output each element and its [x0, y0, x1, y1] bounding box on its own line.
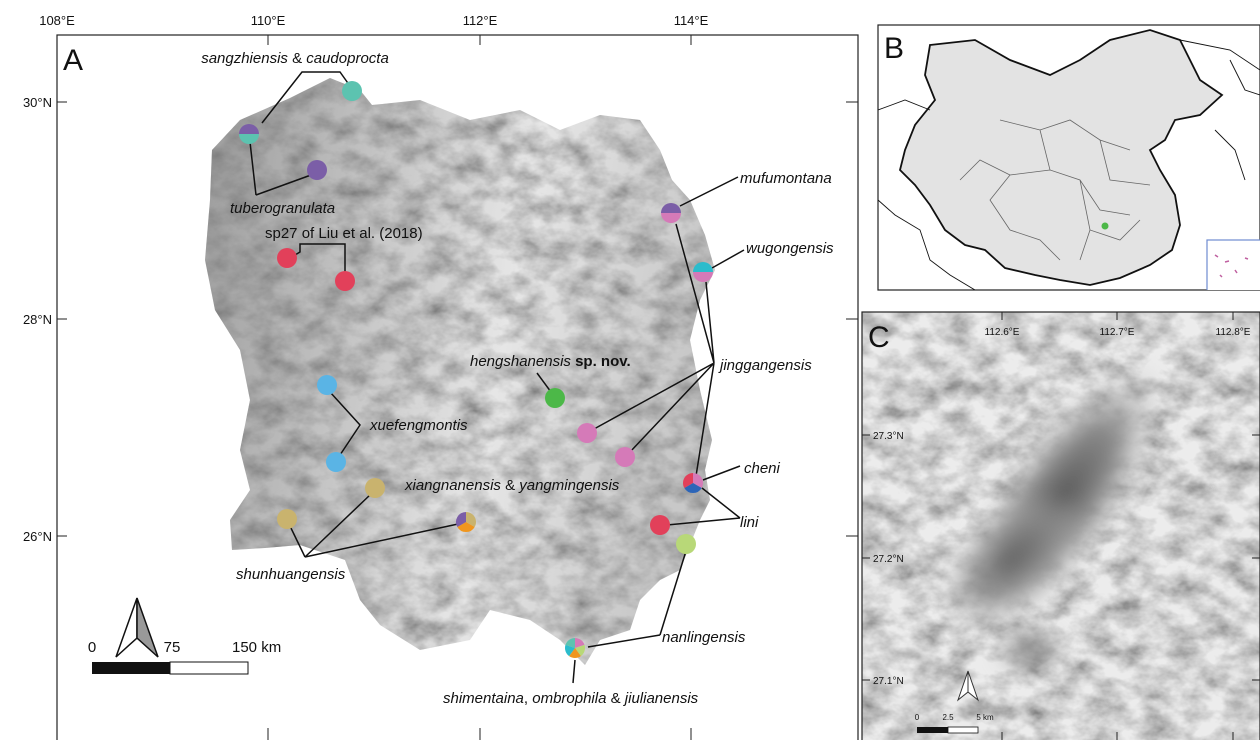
lat-tick-label: 30°N: [23, 95, 52, 110]
label-part: mufumontana: [740, 170, 832, 187]
label-part: &: [288, 50, 306, 67]
species-marker: [277, 248, 297, 268]
lat-tick-label: 26°N: [23, 529, 52, 544]
lat-tick-label: 27.3°N: [873, 431, 904, 442]
scale-label: 5 km: [976, 713, 994, 722]
species-marker: [615, 447, 635, 467]
label-part: sp27 of Liu et al. (2018): [265, 225, 423, 242]
label-part: yangmingensis: [518, 477, 620, 494]
lon-tick-label: 114°E: [674, 13, 709, 28]
label-part: wugongensis: [746, 240, 834, 257]
species-marker: [335, 271, 355, 291]
species-label: wugongensis: [746, 240, 834, 257]
label-part: cheni: [744, 460, 781, 477]
species-label: nanlingensis: [662, 629, 746, 646]
species-label: xuefengmontis: [369, 417, 468, 434]
species-label: mufumontana: [740, 170, 832, 187]
lon-tick-label: 112.8°E: [1216, 327, 1251, 338]
species-marker: [545, 388, 565, 408]
species-label: hengshanensis sp. nov.: [470, 353, 631, 370]
lon-tick-label: 112°E: [463, 13, 498, 28]
species-marker: [365, 478, 385, 498]
species-label: xiangnanensis & yangmingensis: [404, 477, 620, 494]
species-label: tuberogranulata: [230, 200, 335, 217]
scale-bar: [917, 727, 978, 733]
scale-label: 0: [88, 639, 96, 656]
label-part: shunhuangensis: [236, 566, 346, 583]
lat-tick-label: 27.1°N: [873, 676, 904, 687]
label-part: sp. nov.: [571, 353, 631, 370]
scale-bar: [92, 662, 248, 674]
location-dot: [1102, 223, 1109, 230]
lon-tick-label: 108°E: [39, 13, 75, 28]
species-marker: [650, 515, 670, 535]
lat-tick-label: 28°N: [23, 312, 52, 327]
species-label: lini: [740, 514, 759, 531]
species-marker: [577, 423, 597, 443]
panel-letter: B: [884, 32, 904, 65]
species-marker: [676, 534, 696, 554]
label-part: ,: [524, 690, 532, 707]
label-part: lini: [740, 514, 759, 531]
label-part: ombrophila: [532, 690, 606, 707]
label-part: xuefengmontis: [369, 417, 468, 434]
label-part: xiangnanensis: [404, 477, 501, 494]
lat-tick-label: 27.2°N: [873, 554, 904, 565]
panel-a: 108°E 110°E 112°E 114°E 30°N 28°N 26°N A sangz…: [23, 13, 858, 740]
species-label: shimentaina, ombrophila & jiulianensis: [443, 690, 699, 707]
panel-letter: A: [63, 44, 83, 77]
scale-label: 75: [164, 639, 181, 656]
species-marker: [342, 81, 362, 101]
scale-label: 0: [915, 713, 920, 722]
scale-label: 150 km: [232, 639, 281, 656]
scale-label: 2.5: [942, 713, 954, 722]
species-label: sangzhiensis & caudoprocta: [201, 50, 389, 67]
panel-letter: C: [868, 321, 890, 354]
species-marker: [326, 452, 346, 472]
panel-b: B: [878, 25, 1260, 295]
ridge: [990, 620, 1070, 680]
label-part: sangzhiensis: [201, 50, 288, 67]
lon-tick-label: 112.7°E: [1100, 327, 1135, 338]
species-label: cheni: [744, 460, 781, 477]
panel-c: C 112.6°E 112.7°E 112.8°E 27.3°N 27.2°N 27.1°…: [862, 312, 1260, 740]
species-marker: [307, 160, 327, 180]
inset-box: [1207, 240, 1260, 295]
lon-tick-label: 112.6°E: [985, 327, 1020, 338]
species-marker: [317, 375, 337, 395]
label-part: caudoprocta: [306, 50, 389, 67]
label-part: &: [501, 477, 519, 494]
label-part: jiulianensis: [623, 690, 699, 707]
label-part: tuberogranulata: [230, 200, 335, 217]
label-part: &: [606, 690, 624, 707]
figure: 108°E 110°E 112°E 114°E 30°N 28°N 26°N A sangz…: [0, 0, 1260, 740]
lon-tick-label: 110°E: [251, 13, 286, 28]
species-label: sp27 of Liu et al. (2018): [265, 225, 423, 242]
label-part: shimentaina: [443, 690, 524, 707]
species-marker: [277, 509, 297, 529]
label-part: hengshanensis: [470, 353, 571, 370]
species-label: jinggangensis: [718, 357, 812, 374]
label-part: nanlingensis: [662, 629, 746, 646]
species-label: shunhuangensis: [236, 566, 346, 583]
label-part: jinggangensis: [718, 357, 812, 374]
